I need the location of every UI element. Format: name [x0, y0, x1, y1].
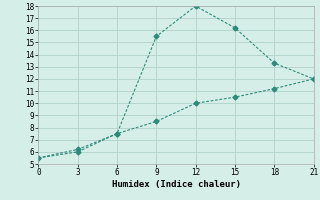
- X-axis label: Humidex (Indice chaleur): Humidex (Indice chaleur): [111, 180, 241, 189]
